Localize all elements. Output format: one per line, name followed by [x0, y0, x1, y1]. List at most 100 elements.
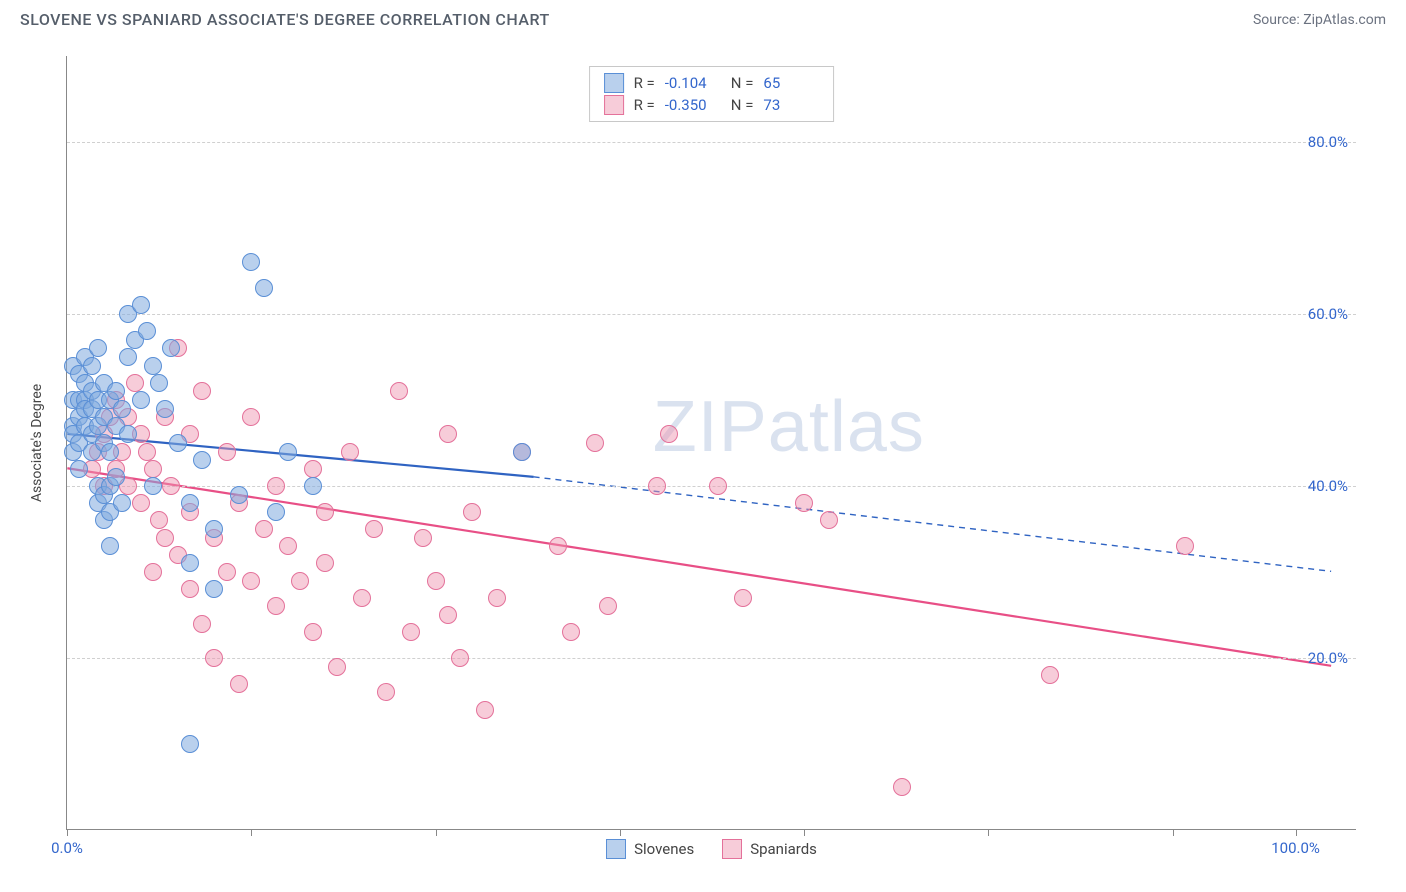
- legend-item-slovenes: Slovenes: [606, 839, 694, 859]
- stats-row: R =-0.350N =73: [604, 94, 820, 116]
- data-point-spaniards: [353, 589, 371, 607]
- stat-r-label: R =: [634, 74, 655, 92]
- data-point-slovenes: [101, 537, 119, 555]
- data-point-slovenes: [205, 520, 223, 538]
- gridline: [67, 658, 1356, 659]
- legend-swatch: [606, 839, 626, 859]
- data-point-slovenes: [113, 494, 131, 512]
- data-point-slovenes: [144, 357, 162, 375]
- xtick: [1296, 829, 1297, 836]
- data-point-slovenes: [132, 391, 150, 409]
- watermark: ZIPatlas: [653, 386, 925, 468]
- data-point-spaniards: [255, 520, 273, 538]
- data-point-slovenes: [205, 580, 223, 598]
- data-point-spaniards: [893, 778, 911, 796]
- stat-n-value: 65: [763, 74, 819, 92]
- data-point-spaniards: [1041, 666, 1059, 684]
- data-point-spaniards: [193, 382, 211, 400]
- data-point-slovenes: [242, 253, 260, 271]
- data-point-spaniards: [586, 434, 604, 452]
- stat-n-label: N =: [731, 74, 754, 92]
- stats-row: R =-0.104N =65: [604, 72, 820, 94]
- legend-label: Spaniards: [750, 840, 817, 858]
- stat-r-value: -0.350: [665, 96, 721, 114]
- data-point-spaniards: [599, 597, 617, 615]
- data-point-spaniards: [328, 658, 346, 676]
- data-point-spaniards: [132, 494, 150, 512]
- stats-box: R =-0.104N =65R =-0.350N =73: [589, 66, 835, 122]
- chart-source: Source: ZipAtlas.com: [1253, 12, 1386, 28]
- xtick: [436, 829, 437, 836]
- data-point-spaniards: [267, 477, 285, 495]
- ytick-label: 80.0%: [1308, 133, 1348, 151]
- data-point-spaniards: [402, 623, 420, 641]
- xtick: [988, 829, 989, 836]
- data-point-spaniards: [126, 374, 144, 392]
- data-point-spaniards: [316, 554, 334, 572]
- data-point-spaniards: [390, 382, 408, 400]
- data-point-spaniards: [549, 537, 567, 555]
- gridline: [67, 314, 1356, 315]
- chart-title: SLOVENE VS SPANIARD ASSOCIATE'S DEGREE C…: [20, 10, 550, 29]
- data-point-spaniards: [365, 520, 383, 538]
- data-point-slovenes: [181, 494, 199, 512]
- data-point-spaniards: [439, 606, 457, 624]
- data-point-spaniards: [304, 460, 322, 478]
- data-point-spaniards: [138, 443, 156, 461]
- data-point-spaniards: [820, 511, 838, 529]
- data-point-spaniards: [488, 589, 506, 607]
- xtick: [251, 829, 252, 836]
- legend-item-spaniards: Spaniards: [722, 839, 817, 859]
- data-point-spaniards: [218, 563, 236, 581]
- data-point-slovenes: [181, 554, 199, 572]
- legend-label: Slovenes: [634, 840, 694, 858]
- data-point-slovenes: [279, 443, 297, 461]
- xtick: [67, 829, 68, 836]
- data-point-spaniards: [795, 494, 813, 512]
- legend-swatch: [604, 95, 624, 115]
- data-point-slovenes: [101, 443, 119, 461]
- data-point-spaniards: [205, 649, 223, 667]
- data-point-slovenes: [113, 400, 131, 418]
- data-point-slovenes: [107, 382, 125, 400]
- data-point-spaniards: [463, 503, 481, 521]
- trend-lines: [67, 56, 1356, 829]
- xtick: [1173, 829, 1174, 836]
- data-point-spaniards: [218, 443, 236, 461]
- legend-swatch: [722, 839, 742, 859]
- xtick: [804, 829, 805, 836]
- data-point-slovenes: [89, 339, 107, 357]
- data-point-spaniards: [279, 537, 297, 555]
- xtick-label: 0.0%: [51, 839, 83, 857]
- chart-header: SLOVENE VS SPANIARD ASSOCIATE'S DEGREE C…: [0, 0, 1406, 33]
- data-point-slovenes: [513, 443, 531, 461]
- data-point-spaniards: [193, 615, 211, 633]
- data-point-slovenes: [119, 425, 137, 443]
- data-point-spaniards: [648, 477, 666, 495]
- data-point-spaniards: [427, 572, 445, 590]
- chart-container: Associate's Degree ZIPatlas R =-0.104N =…: [20, 46, 1386, 836]
- data-point-spaniards: [150, 511, 168, 529]
- data-point-spaniards: [242, 572, 260, 590]
- yaxis-title: Associate's Degree: [29, 383, 45, 501]
- data-point-spaniards: [414, 529, 432, 547]
- data-point-slovenes: [193, 451, 211, 469]
- data-point-slovenes: [181, 735, 199, 753]
- data-point-spaniards: [451, 649, 469, 667]
- ytick-label: 40.0%: [1308, 477, 1348, 495]
- stat-n-label: N =: [731, 96, 754, 114]
- data-point-slovenes: [70, 460, 88, 478]
- data-point-spaniards: [734, 589, 752, 607]
- data-point-spaniards: [181, 580, 199, 598]
- data-point-slovenes: [107, 468, 125, 486]
- data-point-spaniards: [267, 597, 285, 615]
- data-point-spaniards: [156, 529, 174, 547]
- data-point-spaniards: [341, 443, 359, 461]
- data-point-spaniards: [291, 572, 309, 590]
- data-point-spaniards: [377, 683, 395, 701]
- data-point-spaniards: [562, 623, 580, 641]
- data-point-spaniards: [144, 460, 162, 478]
- bottom-legend: Slovenes Spaniards: [67, 839, 1356, 859]
- data-point-slovenes: [150, 374, 168, 392]
- stat-r-label: R =: [634, 96, 655, 114]
